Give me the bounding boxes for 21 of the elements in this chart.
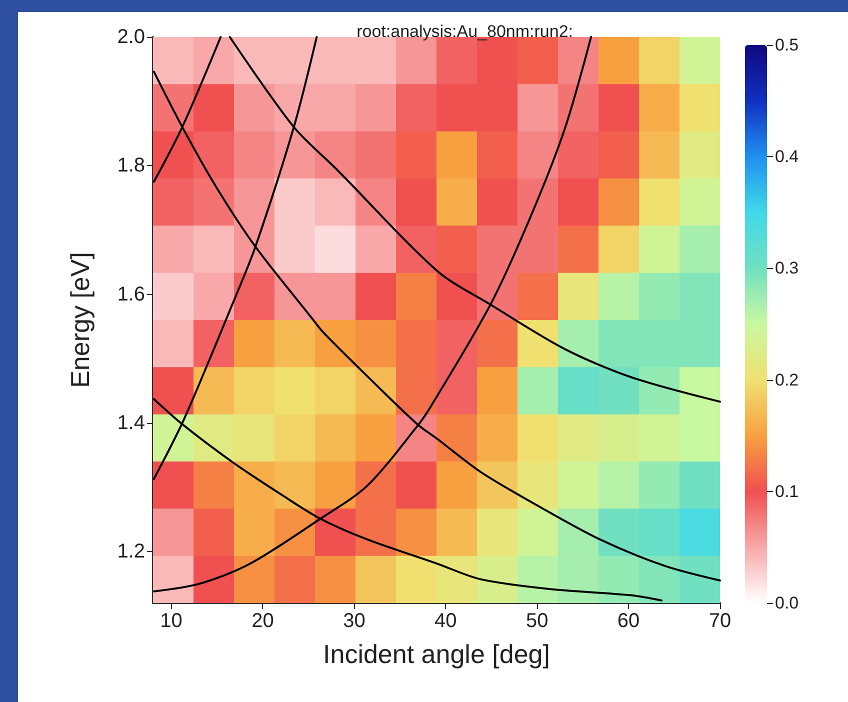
x-tick-label: 20 — [252, 610, 274, 632]
x-tick-label: 50 — [526, 610, 548, 632]
x-tick-label: 10 — [160, 610, 182, 632]
color-bar-label: 0.1 — [775, 482, 799, 501]
color-bar-label: 0.3 — [775, 258, 799, 278]
y-tick-label: 1.2 — [117, 540, 145, 563]
color-bar-label: 0.4 — [775, 147, 799, 166]
chart-title: root:analysis:Au_80nm:run2: — [356, 22, 574, 41]
color-bar-label: 0.5 — [775, 36, 799, 54]
y-tick-label: 2.0 — [117, 26, 145, 48]
color-bar-label: 0.2 — [775, 370, 799, 390]
x-tick-label: 60 — [617, 610, 640, 632]
x-tick-label: 40 — [434, 610, 457, 632]
x-tick-label: 30 — [343, 610, 366, 632]
y-tick-label: 1.8 — [117, 154, 145, 177]
y-tick-label: 1.6 — [117, 283, 145, 306]
y-tick-label: 1.4 — [117, 412, 145, 434]
color-bar-label: 0.0 — [775, 594, 799, 612]
y-axis-title: Energy [eV] — [65, 252, 95, 388]
x-axis-title: Incident angle [deg] — [323, 639, 550, 669]
x-tick-label: 70 — [708, 610, 732, 632]
